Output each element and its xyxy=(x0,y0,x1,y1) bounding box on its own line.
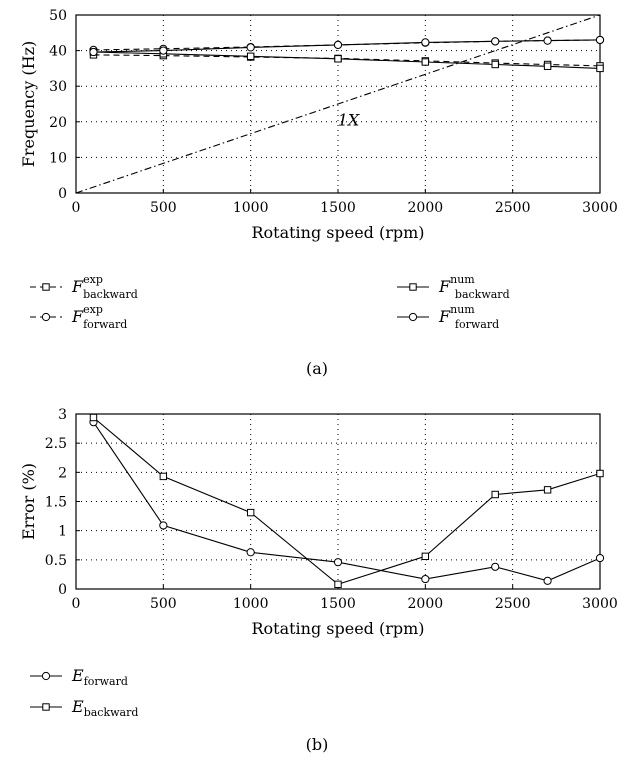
panel-a-ytick-label: 10 xyxy=(49,150,67,166)
panel-b-ytick-label: 1.5 xyxy=(45,495,67,511)
panel-a-xtick-label: 500 xyxy=(150,200,177,216)
panel-a-legend-label: Fnum forward xyxy=(438,303,499,331)
panel-b-xtick-label: 1000 xyxy=(233,596,269,612)
panel-b-series-e_backward-point xyxy=(421,552,430,561)
panel-b-series-e_forward-point xyxy=(246,548,255,557)
panel-a-legend-marker xyxy=(409,283,417,291)
panel-b-legend-marker xyxy=(42,703,50,711)
panel-b-xtick-label: 2000 xyxy=(408,596,444,612)
panel-a-chart: 0 500 1000 1500 2000 2500 3000 0 10 20 30 40 50 Rotat… xyxy=(19,8,618,242)
panel-a-xtick-label: 1000 xyxy=(233,200,269,216)
panel-b-series-e_forward-point xyxy=(159,521,168,530)
panel-a-series-num_forward-point xyxy=(246,43,255,52)
panel-b-series-e_backward-point xyxy=(89,413,98,422)
panel-a-legend-marker xyxy=(42,283,50,291)
panel-b-xtick-label: 3000 xyxy=(582,596,618,612)
panel-a-series-num_backward-point xyxy=(334,55,342,63)
panel-b-series-e_backward-point xyxy=(543,486,552,494)
panel-a-ytick-label: 30 xyxy=(49,79,67,95)
panel-a-legend-label: Fexp backward xyxy=(71,273,138,301)
panel-b-ytick-label: 1 xyxy=(58,524,67,540)
panel-a-series-num_forward-point xyxy=(491,37,500,46)
panel-a-series-one_x-line xyxy=(75,14,601,194)
panel-b-ytick-label: 3 xyxy=(58,407,67,423)
panel-b-series-e_forward-point xyxy=(595,553,605,563)
panel-b-legend-entry-e_backward: Ebackward xyxy=(30,697,138,719)
panel-b-chart: 0 500 1000 1500 2000 2500 3000 0 0.5 1 1.5 2 2.5 3 Rot… xyxy=(19,407,618,638)
panel-a-annotation-1x: 1X xyxy=(338,110,360,129)
panel-a-xtick-label: 3000 xyxy=(582,200,618,216)
panel-a-legend-entry-exp_forward: Fexp forward xyxy=(30,303,127,331)
panel-a-legend-entry-num_forward: Fnum forward xyxy=(397,303,499,331)
panel-a-series-num_forward-point xyxy=(595,35,605,45)
panel-a-xtick-label: 1500 xyxy=(320,200,356,216)
panel-a-legend-entry-exp_backward: Fexp backward xyxy=(30,273,138,301)
panel-a-series-num_forward-point xyxy=(421,38,430,47)
panel-a-ytick-label: 0 xyxy=(58,186,67,202)
panel-a-series-num_forward-point xyxy=(333,40,343,50)
panel-a-series-num_backward-point xyxy=(246,52,255,60)
panel-b-ytick-label: 2 xyxy=(58,465,67,481)
panel-a-legend-marker xyxy=(408,312,418,322)
panel-b-series-e_backward-line xyxy=(93,417,601,585)
panel-b-xtick-label: 500 xyxy=(150,596,177,612)
panel-b-y-axis-label: Error (%) xyxy=(19,463,38,540)
panel-a-series-num_forward-point xyxy=(159,46,168,55)
panel-a-series-exp_backward-line xyxy=(93,54,601,67)
panel-a-y-axis-label: Frequency (Hz) xyxy=(19,41,38,168)
panel-a-series-num_backward-point xyxy=(543,62,552,70)
panel-b-series-e_backward-point xyxy=(246,508,255,517)
panel-a-series-num_backward-point xyxy=(421,58,430,66)
panel-b-ytick-label: 0 xyxy=(58,582,67,598)
panel-b-legend-label: Eforward xyxy=(71,666,128,688)
panel-a-ytick-label: 40 xyxy=(49,44,67,60)
panel-a-series-num_forward-point xyxy=(543,36,552,45)
panel-a-xtick-label: 2500 xyxy=(495,200,531,216)
panel-b-legend-label: Ebackward xyxy=(71,697,138,719)
panel-a-label: (a) xyxy=(306,359,328,378)
panel-a-legend-marker xyxy=(41,312,51,322)
panel-b-legend: Eforward Ebackward xyxy=(30,666,138,719)
panel-b-label: (b) xyxy=(306,735,329,754)
panel-b-legend-entry-e_forward: Eforward xyxy=(30,666,128,688)
panel-b-series-e_forward-point xyxy=(333,558,343,567)
panel-a-xtick-label: 2000 xyxy=(408,200,444,216)
panel-a-series-num_forward-line xyxy=(93,39,601,53)
panel-a-ytick-label: 50 xyxy=(49,8,67,24)
panel-b-xtick-label: 0 xyxy=(72,596,81,612)
panel-b-series-e_backward-point xyxy=(491,490,499,499)
panel-a-legend-label: Fexp forward xyxy=(71,303,127,331)
panel-a-x-axis-label: Rotating speed (rpm) xyxy=(251,223,424,242)
panel-b-x-axis-label: Rotating speed (rpm) xyxy=(251,619,424,638)
panel-a-series-num_backward-point xyxy=(491,60,499,69)
panel-b-series-e_backward-point xyxy=(159,472,168,481)
panel-b-series-e_forward-point xyxy=(491,562,500,571)
panel-b-series-e_backward-point xyxy=(596,469,604,478)
panel-b-legend-marker xyxy=(41,671,51,681)
panel-a-legend-entry-num_backward: Fnum backward xyxy=(397,273,510,301)
panel-b-ytick-label: 2.5 xyxy=(45,436,67,452)
panel-b-series-e_forward-point xyxy=(543,576,552,585)
panel-a-legend-label: Fnum backward xyxy=(438,273,510,301)
panel-b-ytick-label: 0.5 xyxy=(45,553,67,569)
panel-a-series-num_backward-line xyxy=(93,51,601,69)
panel-b-series-e_forward-point xyxy=(421,574,430,584)
panel-a-series-num_forward-point xyxy=(89,47,98,57)
panel-b-xtick-label: 1500 xyxy=(320,596,356,612)
panel-b-series-e_backward-point xyxy=(334,580,342,589)
panel-b-xtick-label: 2500 xyxy=(495,596,531,612)
panel-a-series-num_backward-point xyxy=(596,64,604,73)
panel-a-xtick-label: 0 xyxy=(72,200,81,216)
panel-a-ytick-label: 20 xyxy=(49,115,67,131)
